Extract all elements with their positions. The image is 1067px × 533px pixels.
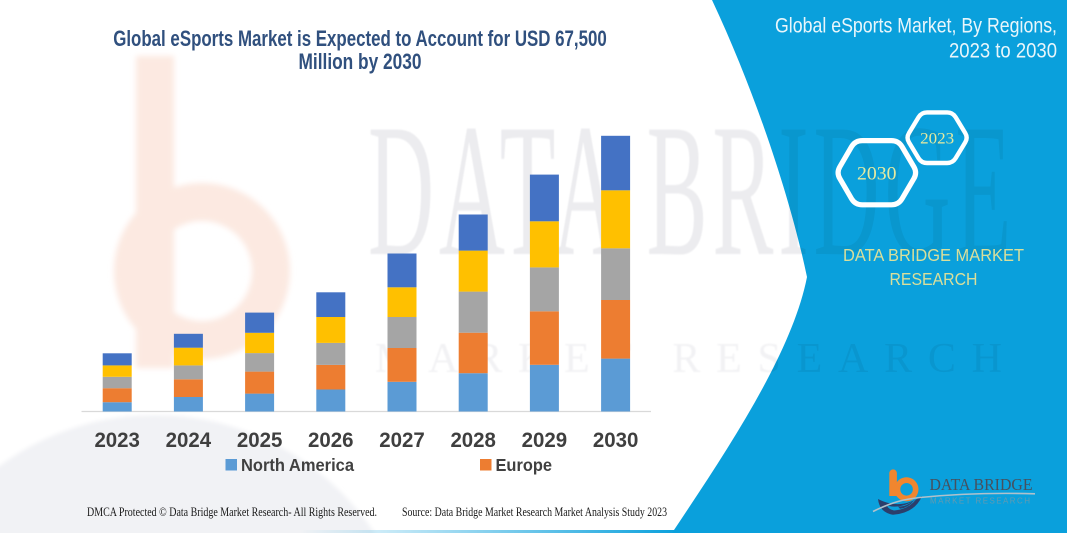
svg-text:2023: 2023: [920, 131, 954, 148]
svg-text:Europe: Europe: [496, 455, 553, 475]
svg-text:2030: 2030: [857, 164, 897, 185]
svg-text:Million by 2030: Million by 2030: [299, 49, 422, 74]
svg-text:2027: 2027: [379, 428, 425, 452]
svg-text:MARKET RESEARCH: MARKET RESEARCH: [930, 497, 1033, 506]
svg-text:2024: 2024: [166, 428, 212, 452]
svg-text:Source: Data Bridge Market Res: Source: Data Bridge Market Research Mark…: [402, 504, 667, 519]
svg-text:Global eSports Market, By Regi: Global eSports Market, By Regions,: [775, 15, 1057, 38]
svg-text:DATA BRIDGE MARKET: DATA BRIDGE MARKET: [843, 245, 1024, 265]
svg-text:DATA BRIDGE: DATA BRIDGE: [930, 475, 1033, 494]
svg-text:2023: 2023: [94, 428, 140, 452]
svg-text:2030: 2030: [593, 428, 639, 452]
svg-text:2029: 2029: [522, 428, 568, 452]
svg-text:2023 to 2030: 2023 to 2030: [949, 40, 1057, 63]
svg-text:2026: 2026: [308, 428, 354, 452]
svg-text:2025: 2025: [237, 428, 283, 452]
svg-text:North America: North America: [241, 455, 354, 475]
svg-text:2028: 2028: [450, 428, 496, 452]
svg-text:RESEARCH: RESEARCH: [890, 269, 978, 289]
svg-text:DMCA Protected © Data Bridge M: DMCA Protected © Data Bridge Market Rese…: [87, 504, 377, 519]
svg-text:Global eSports Market is Expec: Global eSports Market is Expected to Acc…: [113, 26, 607, 51]
